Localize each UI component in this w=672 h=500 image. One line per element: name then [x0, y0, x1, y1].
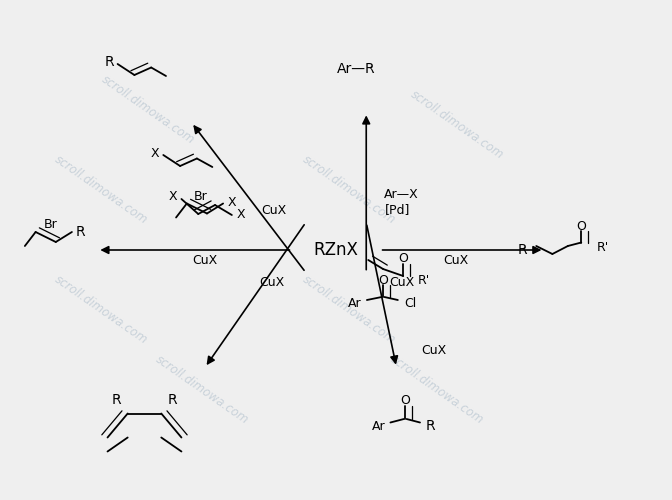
Text: scroll.dimowa.com: scroll.dimowa.com: [300, 273, 398, 347]
Text: scroll.dimowa.com: scroll.dimowa.com: [52, 153, 150, 227]
Text: scroll.dimowa.com: scroll.dimowa.com: [153, 353, 251, 427]
Text: X: X: [169, 190, 177, 202]
Text: R': R': [597, 241, 609, 254]
Text: CuX: CuX: [421, 344, 446, 356]
Text: CuX: CuX: [261, 204, 287, 218]
Text: Ar—X: Ar—X: [384, 188, 419, 202]
Text: CuX: CuX: [389, 276, 415, 289]
Text: R: R: [76, 225, 85, 239]
Text: CuX: CuX: [192, 254, 218, 268]
Text: scroll.dimowa.com: scroll.dimowa.com: [99, 73, 197, 147]
Text: scroll.dimowa.com: scroll.dimowa.com: [408, 88, 506, 162]
Text: [Pd]: [Pd]: [384, 204, 410, 216]
Text: Ar: Ar: [348, 297, 362, 310]
Text: R: R: [105, 56, 114, 70]
Text: CuX: CuX: [443, 254, 468, 268]
Text: X: X: [228, 196, 236, 209]
Text: R: R: [112, 393, 121, 407]
Text: O: O: [378, 274, 388, 286]
Text: X: X: [237, 208, 245, 220]
Text: Br: Br: [194, 190, 207, 203]
Text: O: O: [401, 394, 410, 407]
Text: O: O: [398, 252, 408, 266]
Text: scroll.dimowa.com: scroll.dimowa.com: [388, 353, 486, 427]
Text: RZnX: RZnX: [314, 241, 358, 259]
Text: Ar—R: Ar—R: [337, 62, 376, 76]
Text: O: O: [577, 220, 586, 232]
Text: Ar: Ar: [372, 420, 385, 432]
Text: scroll.dimowa.com: scroll.dimowa.com: [300, 153, 398, 227]
Text: CuX: CuX: [259, 276, 285, 289]
Text: R: R: [426, 419, 435, 433]
Text: Cl: Cl: [404, 297, 416, 310]
Text: R': R': [418, 274, 430, 286]
Text: R: R: [168, 393, 177, 407]
Text: Br: Br: [44, 218, 57, 232]
Text: X: X: [151, 147, 159, 160]
Text: R: R: [518, 243, 528, 257]
Text: scroll.dimowa.com: scroll.dimowa.com: [52, 273, 150, 347]
